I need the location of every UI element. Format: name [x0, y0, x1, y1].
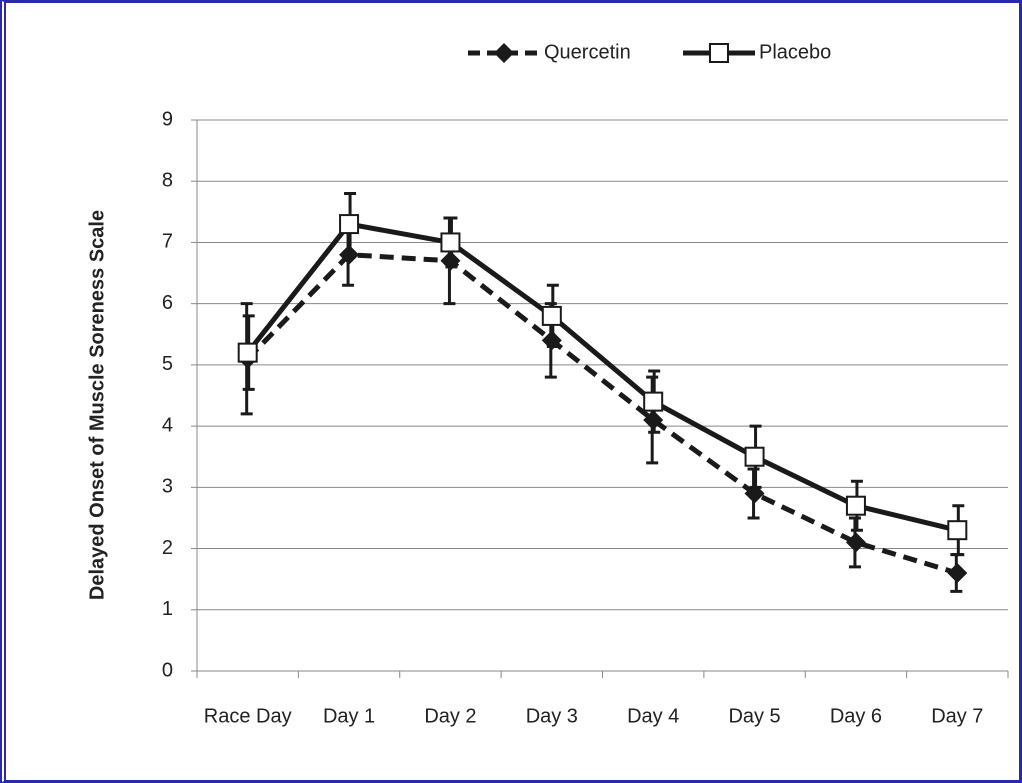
- y-tick-label: 2: [162, 537, 173, 559]
- data-point: [440, 250, 461, 271]
- data-point: [744, 446, 765, 467]
- data-point: [845, 495, 866, 516]
- y-axis-title: Delayed Onset of Muscle Soreness Scale: [86, 210, 108, 600]
- x-tick-label: Day 4: [627, 705, 679, 727]
- y-tick-label: 9: [162, 108, 173, 130]
- x-tick-label: Race Day: [204, 705, 292, 727]
- data-point: [744, 483, 765, 504]
- data-point: [947, 520, 968, 541]
- x-tick-label: Day 1: [323, 705, 375, 727]
- data-point: [845, 532, 866, 553]
- x-tick-label: Day 2: [424, 705, 476, 727]
- legend-marker: [494, 43, 514, 63]
- legend-marker: [709, 43, 729, 63]
- data-point: [237, 342, 258, 363]
- data-point: [541, 330, 562, 351]
- y-tick-label: 7: [162, 231, 173, 253]
- y-tick-label: 0: [162, 659, 173, 681]
- y-tick-label: 4: [162, 414, 173, 436]
- y-tick-label: 1: [162, 598, 173, 620]
- legend-label: Placebo: [759, 41, 831, 63]
- y-tick-label: 3: [162, 476, 173, 498]
- x-tick-label: Day 7: [931, 705, 983, 727]
- data-point: [440, 232, 461, 253]
- data-point: [339, 244, 360, 265]
- x-tick-label: Day 5: [728, 705, 780, 727]
- y-tick-label: 6: [162, 292, 173, 314]
- series-line: [245, 221, 958, 533]
- legend-label: Quercetin: [544, 41, 631, 63]
- chart: Delayed Onset of Muscle Soreness Scale 0…: [86, 41, 1009, 727]
- series-line: [245, 252, 959, 576]
- data-point: [643, 391, 664, 412]
- x-tick-label: Day 6: [830, 705, 882, 727]
- y-tick-label: 5: [162, 353, 173, 375]
- data-point: [339, 214, 360, 235]
- data-point: [643, 409, 664, 430]
- data-point: [947, 563, 968, 584]
- x-tick-label: Day 3: [526, 705, 578, 727]
- data-point: [541, 305, 562, 326]
- y-tick-label: 8: [162, 170, 173, 192]
